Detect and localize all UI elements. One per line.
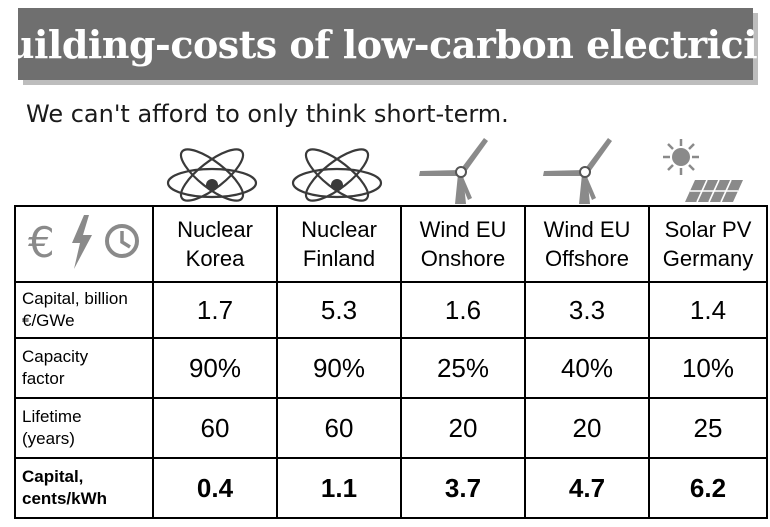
row-label-line1: Lifetime (22, 407, 82, 426)
cost-table: € Nuclear Korea Nuclear Finland Wind EU … (14, 205, 768, 519)
table-cell: 5.3 (276, 281, 402, 339)
row-label: Capital, billion €/GWe (14, 281, 154, 339)
row-label-line2: factor (22, 369, 65, 388)
column-header-line2: Offshore (545, 246, 629, 271)
column-header-line2: Germany (662, 246, 754, 271)
column-header: Solar PV Germany (648, 205, 768, 283)
table-cell: 60 (276, 397, 402, 459)
row-label-line2: €/GWe (22, 311, 75, 330)
lightning-icon (72, 214, 92, 269)
table-cell: 1.4 (648, 281, 768, 339)
column-header-line1: Wind EU (543, 217, 631, 242)
chart-title: Building-costs of low-carbon electricity (0, 21, 770, 67)
table-row: Capital, billion €/GWe 1.7 5.3 1.6 3.3 1… (14, 281, 768, 339)
table-cell: 1.7 (152, 281, 278, 339)
wind-turbine-icon (419, 138, 488, 204)
row-label-line1: Capital, billion (22, 289, 128, 308)
table-cell: 40% (524, 337, 650, 399)
chart-subtitle: We can't afford to only think short-term… (26, 100, 509, 128)
table-row-total: Capital, cents/kWh 0.4 1.1 3.7 4.7 6.2 (14, 457, 768, 519)
row-label: Capacity factor (14, 337, 154, 399)
row-label-line1: Capacity (22, 347, 89, 366)
title-banner: Building-costs of low-carbon electricity (0, 8, 770, 80)
table-cell: 20 (400, 397, 526, 459)
table-cell: 25 (648, 397, 768, 459)
table-cell: 3.7 (400, 457, 526, 519)
column-header: Nuclear Korea (152, 205, 278, 283)
table-row: Lifetime (years) 60 60 20 20 25 (14, 397, 768, 459)
row-label-line2: (years) (22, 429, 75, 448)
table-cell: 20 (524, 397, 650, 459)
column-header-line1: Solar PV (664, 217, 752, 242)
row-label-line1: Capital, (22, 467, 84, 486)
wind-turbine-icon (543, 138, 612, 204)
table-cell: 0.4 (152, 457, 278, 519)
solar-panel-icon (663, 139, 743, 203)
table-cell: 90% (152, 337, 278, 399)
header-icon-group: € (28, 214, 139, 269)
row-label: Capital, cents/kWh (14, 457, 154, 519)
table-cell: 3.3 (524, 281, 650, 339)
column-header: Nuclear Finland (276, 205, 402, 283)
table-cell: 1.1 (276, 457, 402, 519)
table-cell: 4.7 (524, 457, 650, 519)
table-cell: 90% (276, 337, 402, 399)
row-label-line2: cents/kWh (22, 489, 108, 508)
clock-icon (105, 223, 139, 258)
column-header-line1: Nuclear (177, 217, 253, 242)
column-header-line2: Korea (185, 246, 245, 271)
atom-icon (291, 148, 383, 202)
header-icons-cell: € (14, 205, 154, 283)
table-cell: 25% (400, 337, 526, 399)
column-header: Wind EU Onshore (400, 205, 526, 283)
column-header-line1: Wind EU (419, 217, 507, 242)
atom-icon (166, 148, 258, 202)
column-header: Wind EU Offshore (524, 205, 650, 283)
row-label: Lifetime (years) (14, 397, 154, 459)
column-header-line2: Finland (302, 246, 376, 271)
euro-icon: € (28, 218, 55, 267)
table-row: Capacity factor 90% 90% 25% 40% 10% (14, 337, 768, 399)
column-header-line1: Nuclear (301, 217, 377, 242)
column-header-line2: Onshore (420, 246, 506, 271)
table-cell: 1.6 (400, 281, 526, 339)
header-row: € Nuclear Korea Nuclear Finland Wind EU … (14, 205, 768, 283)
table-cell: 60 (152, 397, 278, 459)
table-cell: 10% (648, 337, 768, 399)
table-cell: 6.2 (648, 457, 768, 519)
